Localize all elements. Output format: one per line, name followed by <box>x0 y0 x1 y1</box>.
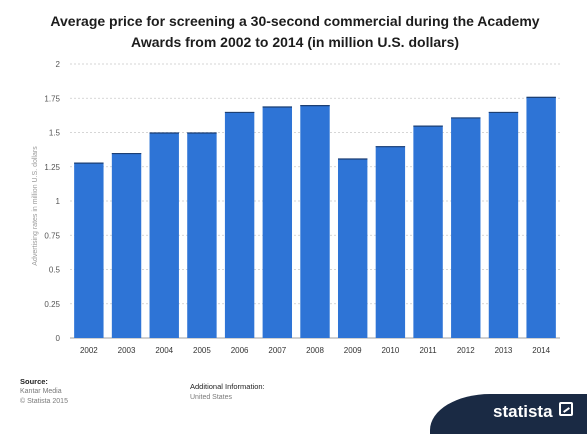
y-tick-label: 0.75 <box>44 231 60 240</box>
x-tick-label: 2002 <box>80 346 98 355</box>
x-tick-label: 2007 <box>268 346 286 355</box>
additional-info-block: Additional Information: United States <box>190 381 265 403</box>
source-block: Source: Kantar Media © Statista 2015 <box>20 377 68 407</box>
x-tick-label: 2012 <box>457 346 475 355</box>
x-tick-label: 2008 <box>306 346 324 355</box>
logo-text: statista <box>493 402 553 421</box>
chart-title: Average price for screening a 30-second … <box>50 13 540 50</box>
x-tick-label: 2003 <box>118 346 136 355</box>
bar <box>300 105 330 338</box>
bar <box>488 111 519 338</box>
x-tick-label: 2013 <box>495 346 513 355</box>
statista-logo: statista <box>400 392 587 434</box>
statista-icon <box>559 402 573 416</box>
bar <box>337 158 368 338</box>
bar <box>375 146 406 338</box>
y-tick-label: 1.5 <box>49 129 61 138</box>
x-tick-label: 2006 <box>231 346 249 355</box>
y-axis-label: Advertising rates in million U.S. dollar… <box>32 146 39 266</box>
bar <box>262 106 293 338</box>
y-tick-label: 1 <box>56 197 61 206</box>
bar <box>451 117 481 339</box>
source-label: Source: <box>20 377 48 386</box>
y-tick-label: 0.25 <box>44 300 60 309</box>
x-tick-label: 2004 <box>155 346 173 355</box>
y-tick-label: 1.25 <box>44 163 60 172</box>
bar <box>224 111 255 338</box>
bar <box>413 125 443 339</box>
source-line: Kantar Media <box>20 388 62 395</box>
y-tick-label: 0 <box>56 334 61 343</box>
x-tick-label: 2005 <box>193 346 211 355</box>
x-tick-label: 2011 <box>419 346 437 355</box>
y-tick-label: 1.75 <box>44 94 60 103</box>
x-tick-label: 2014 <box>532 346 550 355</box>
additional-info-value: United States <box>190 394 233 401</box>
additional-info-label: Additional Information: <box>190 382 265 391</box>
bar <box>149 132 179 338</box>
bar <box>74 162 104 338</box>
bar <box>526 96 556 338</box>
y-tick-label: 2 <box>56 60 61 69</box>
bar <box>187 132 217 338</box>
y-tick-label: 0.5 <box>49 266 61 275</box>
x-tick-label: 2009 <box>344 346 362 355</box>
bar <box>111 153 142 338</box>
copyright-line: © Statista 2015 <box>20 398 68 405</box>
x-tick-label: 2010 <box>381 346 399 355</box>
